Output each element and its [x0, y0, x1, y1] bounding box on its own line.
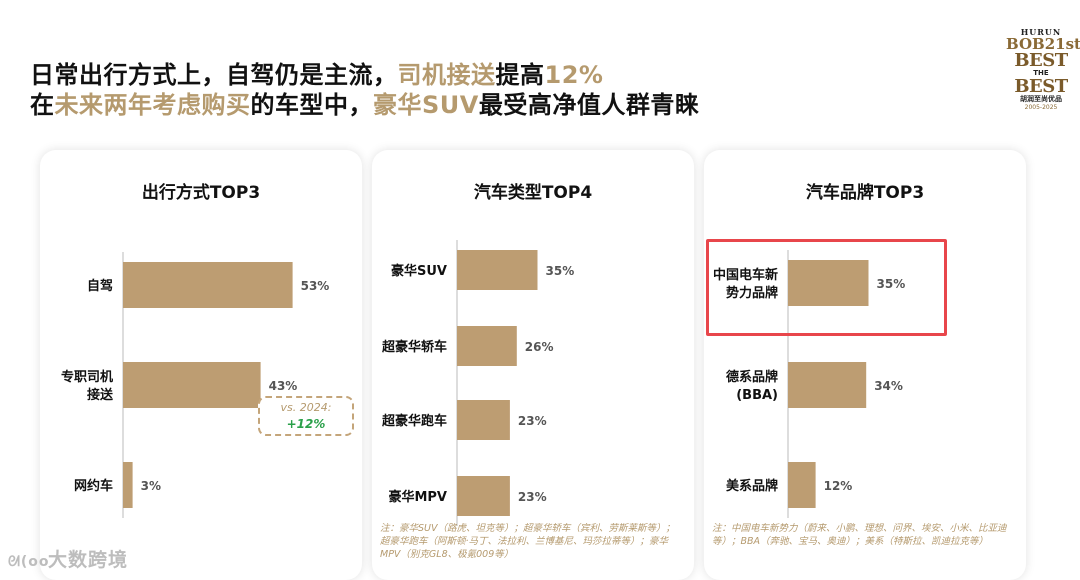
chart-bar [457, 326, 517, 366]
category-label: 豪华MPV [388, 489, 447, 505]
category-label: 势力品牌 [726, 285, 778, 301]
chart-title: 出行方式TOP3 [141, 183, 261, 203]
page-headline: 日常出行方式上，自驾仍是主流，司机接送提高12% 在未来两年考虑购买的车型中，豪… [30, 60, 699, 120]
chart-title: 汽车类型TOP4 [473, 183, 593, 203]
headline-text: 日常出行方式上，自驾仍是主流， [30, 61, 398, 89]
headline-line-1: 日常出行方式上，自驾仍是主流，司机接送提高12% [30, 60, 699, 90]
logo-the: THE [1033, 69, 1049, 77]
headline-text: 最受高净值人群青睐 [478, 91, 700, 119]
chart-bar [457, 476, 510, 516]
category-label: 自驾 [87, 278, 113, 294]
yoy-label: vs. 2024: [280, 401, 332, 414]
headline-highlight: 豪华SUV [373, 91, 479, 119]
logo-hurun: HURUN [1020, 27, 1062, 37]
card-travel-mode: 出行方式TOP3 自驾 53% 专职司机接送 43% 网约车 3% vs. 2024: +… [40, 150, 362, 580]
value-label: 35% [546, 264, 575, 278]
headline-text: 的车型中， [250, 91, 373, 119]
value-label: 34% [874, 379, 903, 393]
headline-text: 提高 [495, 61, 545, 89]
card-car-brand: 汽车品牌TOP3 中国电车新势力品牌 35% 德系品牌 (BBA) 34% 美系品牌 12%… [704, 150, 1026, 580]
category-label: 接送 [87, 387, 114, 403]
hurun-best-of-best-logo: HURUN BOB21st BEST THE BEST 胡润至尚优品 2005-… [1006, 27, 1080, 112]
headline-highlight: 未来两年考虑购买 [54, 91, 251, 119]
chart-title: 汽车品牌TOP3 [805, 183, 925, 203]
value-label: 23% [518, 490, 547, 504]
logo-cn-name: 胡润至尚优品 [1020, 95, 1062, 103]
value-label: 12% [824, 479, 853, 493]
category-label: 豪华SUV [391, 263, 447, 279]
headline-text: 在 [30, 91, 55, 119]
category-label: 专职司机 [61, 369, 113, 385]
value-label: 23% [518, 414, 547, 428]
chart-bar [788, 260, 869, 306]
logo-best-2: BEST [1014, 76, 1068, 97]
yoy-value: +12% [286, 417, 326, 431]
category-label: 网约车 [74, 478, 113, 494]
chart-bar [457, 400, 510, 440]
category-label: 德系品牌 [726, 369, 778, 385]
value-label: 26% [525, 340, 554, 354]
chart-note: 注：豪华SUV（路虎、坦克等）；超豪华轿车（宾利、劳斯莱斯等）；超豪华跑车（阿斯… [380, 523, 675, 560]
headline-highlight: 司机接送 [397, 61, 496, 89]
category-label: 美系品牌 [726, 478, 778, 494]
headline-line-2: 在未来两年考虑购买的车型中，豪华SUV最受高净值人群青睐 [30, 90, 699, 120]
value-label: 53% [301, 279, 330, 293]
logo-best-1: BEST [1014, 50, 1068, 71]
category-label: 超豪华轿车 [382, 339, 447, 355]
value-label: 43% [269, 379, 298, 393]
chart-bar [123, 462, 133, 508]
chart-note: 注：中国电车新势力（蔚来、小鹏、理想、问界、埃安、小米、比亚迪等）；BBA（奔驰… [712, 523, 1007, 547]
value-label: 3% [141, 479, 161, 493]
value-label: 35% [877, 277, 906, 291]
chart-bar [788, 362, 867, 408]
chart-bar [788, 462, 816, 508]
highlight-box [706, 239, 947, 336]
category-label: 中国电车新 [713, 267, 778, 283]
chart-bar [457, 250, 538, 290]
watermark-logo-icon: ᘛ(oo [8, 554, 50, 570]
watermark: ᘛ(oo大数跨境 [8, 545, 128, 572]
card-car-type: 汽车类型TOP4 豪华SUV 35% 超豪华轿车 26% 超豪华跑车 23% 豪华MPV 23… [372, 150, 694, 580]
logo-bob: BOB21st [1006, 35, 1080, 53]
watermark-text: 大数跨境 [48, 549, 129, 571]
logo-years: 2005-2025 [1024, 104, 1058, 111]
chart-bar [123, 262, 293, 308]
category-label: 超豪华跑车 [382, 413, 447, 429]
chart-car-type: 豪华SUV 35% 超豪华轿车 26% 超豪华跑车 23% 豪华MPV 23% [382, 240, 575, 526]
category-label: (BBA) [736, 388, 778, 403]
yoy-annotation: vs. 2024: +12% [258, 396, 354, 436]
chart-bar [123, 362, 261, 408]
headline-highlight: 12% [544, 61, 604, 89]
